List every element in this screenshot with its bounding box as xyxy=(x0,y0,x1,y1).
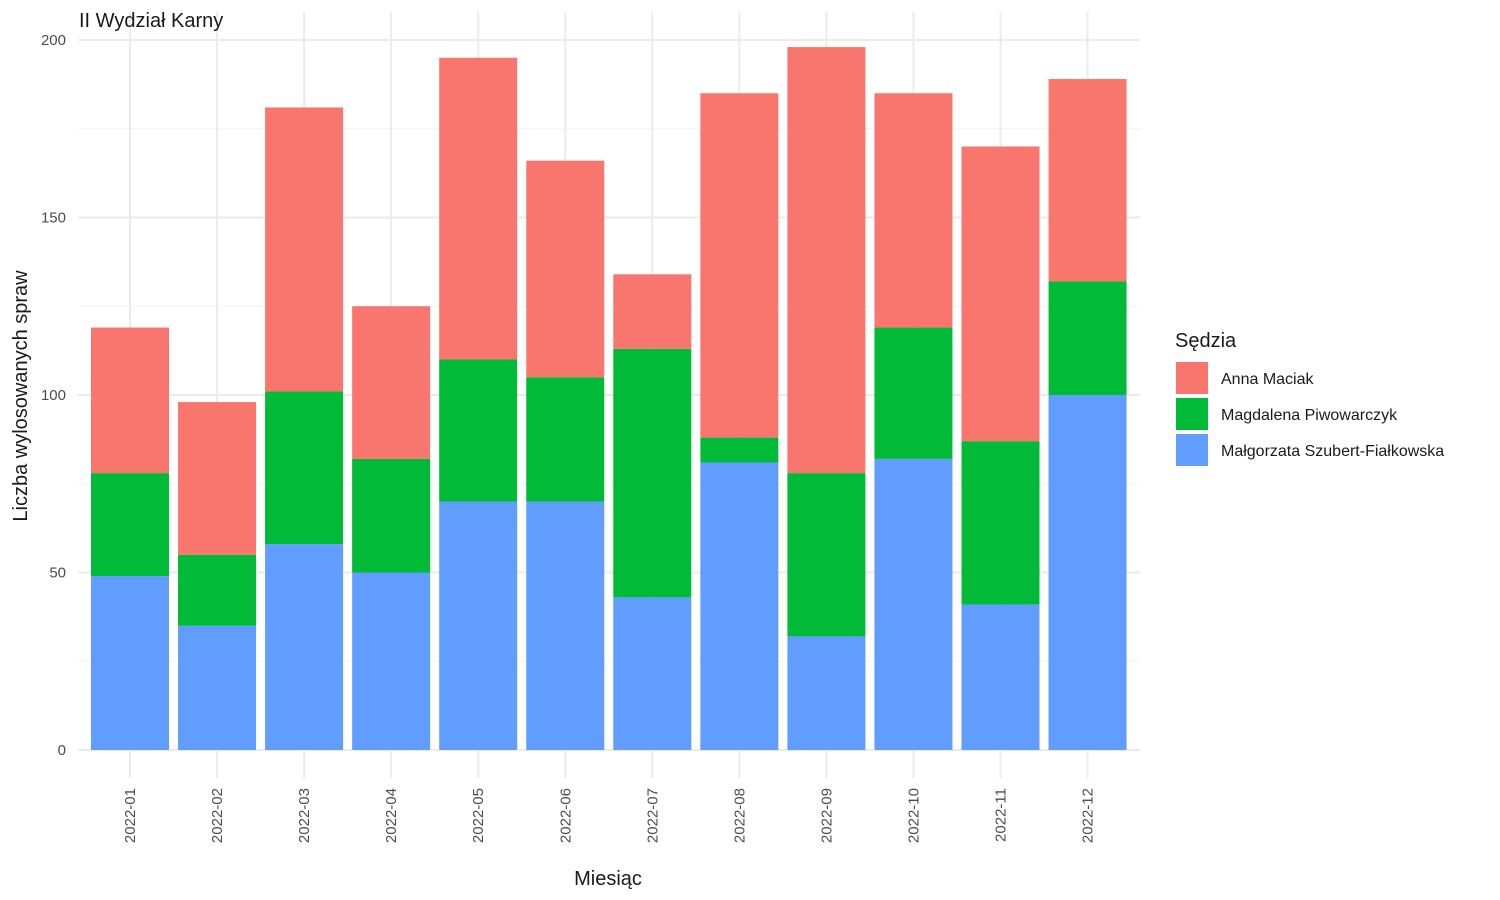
y-tick-label: 200 xyxy=(41,32,66,49)
x-tick-label: 2022-12 xyxy=(1080,788,1097,843)
x-tick-label: 2022-02 xyxy=(209,788,226,843)
x-tick-label: 2022-11 xyxy=(993,788,1010,842)
legend-key xyxy=(1176,398,1208,430)
legend-key xyxy=(1176,434,1208,466)
y-axis-ticks: 0 50 100 150 200 xyxy=(41,32,66,759)
x-axis-title: Miesiąc xyxy=(574,868,642,890)
x-tick-label: 2022-04 xyxy=(383,788,400,843)
bar-segment xyxy=(439,359,518,502)
bar-segment xyxy=(700,462,779,750)
y-tick-label: 50 xyxy=(49,565,66,582)
bar-segment xyxy=(526,377,605,502)
x-tick-label: 2022-06 xyxy=(557,788,574,843)
y-axis-title: Liczba wylosowanych spraw xyxy=(10,270,32,522)
bar-segment xyxy=(1048,281,1127,395)
bar-segment xyxy=(961,146,1040,442)
bar-segment xyxy=(178,625,257,750)
bar-segment xyxy=(439,57,518,360)
bar-segment xyxy=(352,458,431,573)
bar-segment xyxy=(1048,395,1127,750)
x-tick-label: 2022-08 xyxy=(731,788,748,843)
bar-segment xyxy=(178,554,257,626)
bar-segment xyxy=(178,402,257,555)
bar-segment xyxy=(787,473,866,637)
bar-segment xyxy=(526,160,605,378)
bar-segment xyxy=(265,391,344,545)
chart-title: II Wydział Karny xyxy=(79,10,223,32)
bar-segment xyxy=(439,501,518,750)
bar-segment xyxy=(961,604,1040,750)
bar-segment xyxy=(613,348,692,598)
legend-title: Sędzia xyxy=(1175,330,1237,352)
x-tick-label: 2022-09 xyxy=(818,788,835,843)
bar-segment xyxy=(265,544,344,750)
bar-segment xyxy=(265,107,344,392)
x-tick-label: 2022-07 xyxy=(644,788,661,843)
legend-key xyxy=(1176,362,1208,394)
y-tick-label: 0 xyxy=(58,742,66,759)
x-tick-label: 2022-01 xyxy=(122,788,139,843)
y-tick-label: 100 xyxy=(41,387,66,404)
bar-segment xyxy=(613,597,692,750)
bar-segment xyxy=(874,327,953,459)
bar-segment xyxy=(874,458,953,750)
bar-segment xyxy=(91,473,169,577)
x-tick-label: 2022-10 xyxy=(905,788,922,843)
bars xyxy=(91,47,1127,750)
legend-label: Magdalena Piwowarczyk xyxy=(1221,407,1398,424)
y-tick-label: 150 xyxy=(41,210,66,227)
bar-segment xyxy=(352,572,431,750)
legend-label: Anna Maciak xyxy=(1221,371,1314,388)
bar-segment xyxy=(787,636,866,750)
x-axis-ticks: 2022-01 2022-02 2022-03 2022-04 2022-05 2022-… xyxy=(122,788,1097,843)
bar-segment xyxy=(91,327,169,474)
bar-segment xyxy=(526,501,605,750)
bar-segment xyxy=(1048,79,1127,282)
bar-segment xyxy=(700,93,779,438)
bar-segment xyxy=(91,576,169,750)
legend-label: Małgorzata Szubert-Fiałkowska xyxy=(1221,443,1444,460)
x-tick-label: 2022-05 xyxy=(470,788,487,843)
x-tick-label: 2022-03 xyxy=(296,788,313,843)
bar-segment xyxy=(874,93,953,328)
bar-segment xyxy=(352,306,431,459)
bar-segment xyxy=(961,441,1040,605)
legend: Sędzia Anna Maciak Magdalena Piwowarczyk M… xyxy=(1175,330,1444,466)
bar-segment xyxy=(700,437,779,463)
bar-segment xyxy=(613,274,692,349)
bar-segment xyxy=(787,47,866,474)
